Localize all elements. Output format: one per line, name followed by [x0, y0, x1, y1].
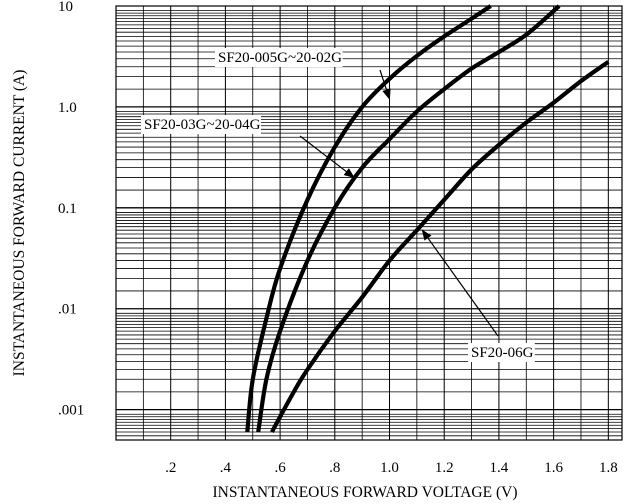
label-background-2: [141, 115, 261, 134]
x-tick-label: 1.0: [380, 460, 399, 476]
leader-arrow-1: [379, 69, 391, 100]
y-tick-label: 10: [58, 0, 73, 15]
x-tick-label: 1.4: [490, 460, 509, 476]
label-background-1: [215, 48, 343, 67]
x-tick-label: 1.6: [544, 460, 563, 476]
y-axis-label: INSTANTANEOUS FORWARD CURRENT (A): [11, 70, 28, 377]
curves: [245, 4, 610, 433]
y-tick-label: 0.1: [58, 201, 77, 217]
x-tick-label: .8: [329, 460, 340, 476]
y-tick-labels: 10 1.0 0.1 .01 .001: [58, 0, 84, 419]
y-tick-label: .001: [58, 403, 84, 419]
series-label-1: SF20-005G~20-02G: [218, 50, 342, 66]
x-tick-label: 1.8: [599, 460, 618, 476]
x-tick-label: .6: [274, 460, 286, 476]
minor-gridlines: [116, 6, 622, 441]
x-tick-label: .2: [165, 460, 176, 476]
series-label-2: SF20-03G~20-04G: [144, 117, 261, 133]
x-tick-label: .4: [220, 460, 232, 476]
y-tick-label: 1.0: [58, 100, 77, 116]
x-tick-label: 1.2: [435, 460, 454, 476]
x-tick-labels: .2 .4 .6 .8 1.0 1.2 1.4 1.6 1.8: [165, 460, 618, 476]
series-line-2: [256, 4, 561, 433]
series-line-1: [245, 4, 492, 433]
label-background-3: [468, 343, 535, 362]
series-label-3: SF20-06G: [471, 345, 534, 361]
series-line-3: [270, 60, 610, 433]
y-tick-label: .01: [58, 302, 77, 318]
major-gridlines: [116, 6, 622, 440]
leader-arrow-3: [421, 229, 499, 337]
annotations: SF20-005G~20-02G SF20-03G~20-04G SF20-06G: [141, 48, 535, 362]
x-axis-label: INSTANTANEOUS FORWARD VOLTAGE (V): [213, 484, 518, 501]
plot-frame: [115, 5, 623, 441]
leader-arrow-2: [299, 135, 355, 179]
